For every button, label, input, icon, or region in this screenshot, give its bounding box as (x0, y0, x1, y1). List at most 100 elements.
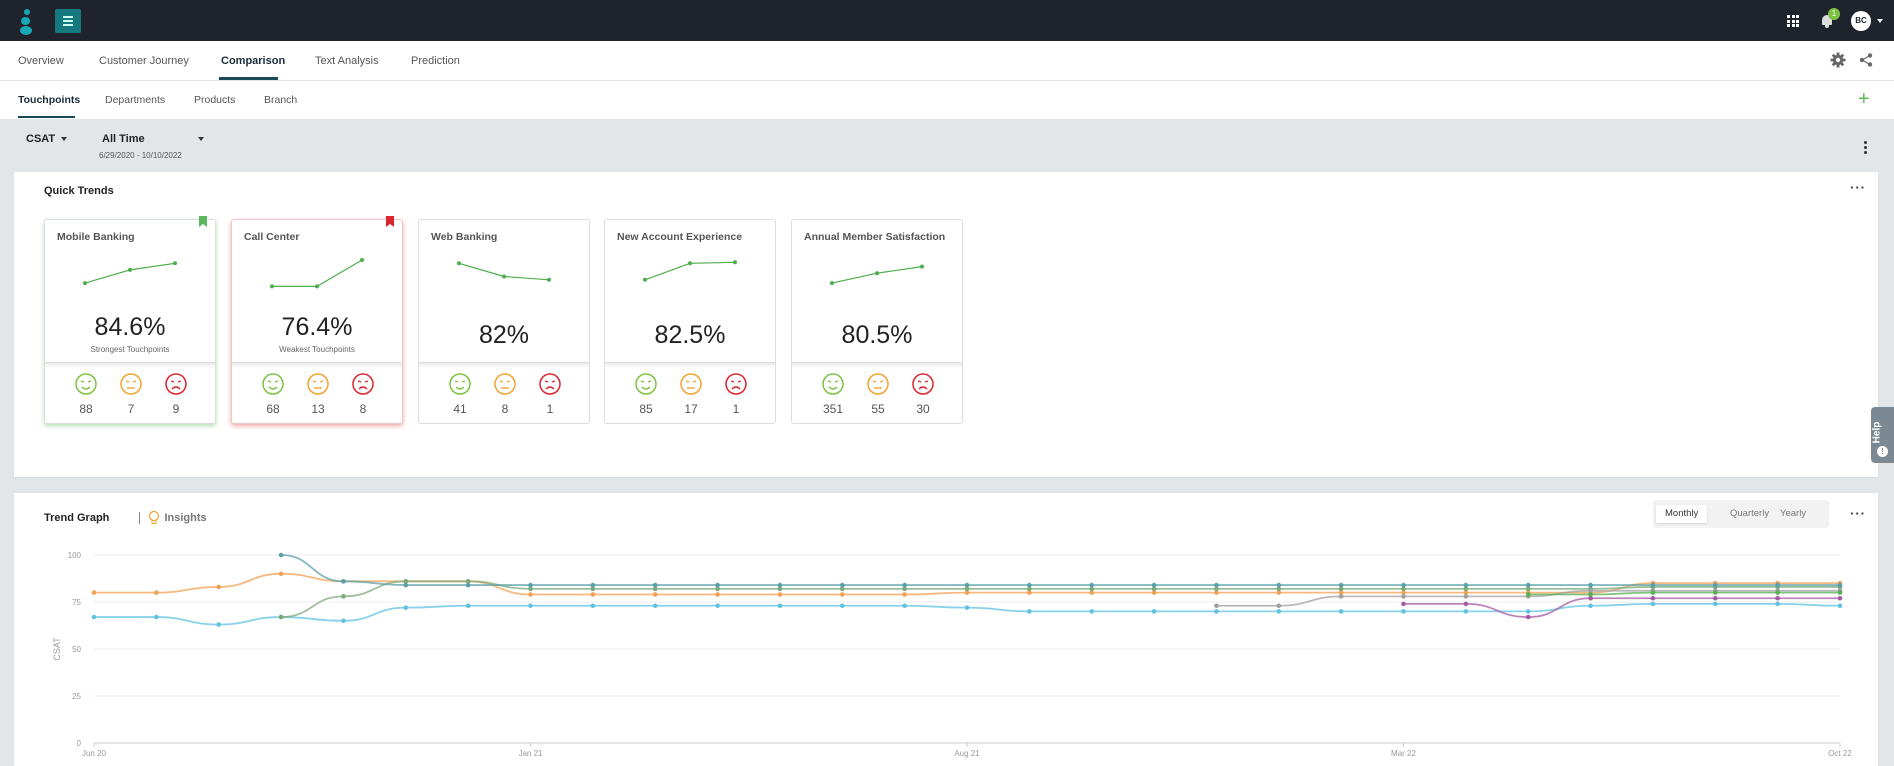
data-point[interactable] (465, 603, 471, 609)
data-point[interactable] (1027, 609, 1032, 614)
graph-menu-icon[interactable]: ··· (1850, 506, 1866, 521)
data-point[interactable] (715, 592, 720, 597)
data-point[interactable] (1837, 603, 1843, 609)
data-point[interactable] (1712, 590, 1718, 595)
data-point[interactable] (1525, 614, 1531, 620)
data-point[interactable] (652, 586, 658, 592)
data-point[interactable] (902, 586, 907, 592)
data-point[interactable] (528, 592, 533, 597)
data-point[interactable] (1401, 601, 1406, 607)
period-dropdown[interactable]: All Time (102, 133, 204, 145)
data-point[interactable] (652, 592, 658, 597)
tab-text-analysis[interactable]: Text Analysis (315, 55, 379, 67)
tab-overview[interactable]: Overview (18, 55, 64, 67)
data-point[interactable] (1276, 582, 1282, 588)
data-point[interactable] (528, 586, 533, 592)
data-point[interactable] (964, 590, 970, 595)
data-point[interactable] (1401, 590, 1406, 595)
tab-comparison[interactable]: Comparison (221, 55, 286, 67)
data-point[interactable] (964, 582, 970, 588)
tab-customer-journey[interactable]: Customer Journey (99, 55, 189, 67)
data-point[interactable] (1401, 609, 1406, 614)
data-point[interactable] (1775, 601, 1780, 607)
tab-products[interactable]: Products (194, 94, 236, 106)
data-point[interactable] (154, 590, 159, 595)
data-point[interactable] (1525, 609, 1531, 614)
data-point[interactable] (1089, 609, 1095, 614)
data-point[interactable] (1089, 590, 1095, 595)
series-line[interactable] (1528, 591, 1840, 596)
data-point[interactable] (1338, 590, 1344, 595)
data-point[interactable] (1276, 603, 1282, 609)
data-point[interactable] (1588, 595, 1593, 601)
add-icon[interactable]: + (1858, 88, 1870, 110)
panel-menu-icon[interactable]: ··· (1850, 180, 1866, 195)
data-point[interactable] (1650, 595, 1656, 601)
data-point[interactable] (1276, 590, 1282, 595)
data-point[interactable] (278, 614, 284, 620)
data-point[interactable] (652, 603, 658, 609)
data-point[interactable] (1712, 601, 1718, 607)
brand-logo-icon[interactable] (20, 9, 34, 35)
data-point[interactable] (1837, 582, 1843, 588)
data-point[interactable] (1650, 582, 1656, 588)
chevron-down-icon[interactable] (1877, 19, 1883, 23)
metric-dropdown[interactable]: CSAT (26, 133, 68, 145)
tab-prediction[interactable]: Prediction (411, 55, 460, 67)
data-point[interactable] (278, 552, 284, 558)
data-point[interactable] (1775, 590, 1780, 595)
data-point[interactable] (1401, 582, 1406, 588)
data-point[interactable] (1525, 586, 1531, 592)
data-point[interactable] (839, 582, 845, 588)
series-line[interactable] (1403, 597, 1841, 618)
data-point[interactable] (91, 614, 97, 620)
data-point[interactable] (590, 582, 596, 588)
toggle-quarterly[interactable]: Quarterly (1730, 508, 1770, 519)
tab-touchpoints[interactable]: Touchpoints (18, 94, 81, 106)
data-point[interactable] (1151, 582, 1157, 588)
data-point[interactable] (278, 571, 284, 577)
more-options-icon[interactable] (1864, 141, 1868, 156)
data-point[interactable] (1588, 582, 1593, 588)
data-point[interactable] (465, 582, 471, 588)
data-point[interactable] (1089, 586, 1095, 592)
data-point[interactable] (1650, 590, 1656, 595)
data-point[interactable] (1401, 586, 1406, 592)
data-point[interactable] (1525, 592, 1531, 597)
data-point[interactable] (1089, 582, 1095, 588)
toggle-yearly[interactable]: Yearly (1780, 508, 1807, 519)
data-point[interactable] (1151, 586, 1157, 592)
data-point[interactable] (1214, 603, 1219, 609)
bookmark-icon[interactable] (386, 216, 394, 227)
data-point[interactable] (1650, 601, 1656, 607)
data-point[interactable] (1463, 582, 1469, 588)
data-point[interactable] (715, 603, 720, 609)
hamburger-icon[interactable] (55, 9, 81, 33)
data-point[interactable] (154, 614, 159, 620)
data-point[interactable] (1027, 586, 1032, 592)
data-point[interactable] (1775, 595, 1780, 601)
data-point[interactable] (839, 592, 845, 597)
data-point[interactable] (902, 592, 907, 597)
avatar[interactable]: BC (1851, 11, 1871, 31)
data-point[interactable] (715, 582, 720, 588)
data-point[interactable] (902, 582, 907, 588)
bell-icon[interactable] (1820, 13, 1834, 29)
series-line[interactable] (281, 554, 1840, 586)
tab-branch[interactable]: Branch (264, 94, 298, 106)
data-point[interactable] (1276, 586, 1282, 592)
toggle-monthly[interactable]: Monthly (1656, 505, 1708, 523)
bookmark-icon[interactable] (199, 216, 207, 227)
grid-icon[interactable] (1787, 15, 1799, 27)
data-point[interactable] (1525, 582, 1531, 588)
data-point[interactable] (1338, 609, 1344, 614)
data-point[interactable] (216, 584, 222, 590)
tab-departments[interactable]: Departments (105, 94, 166, 106)
data-point[interactable] (1712, 595, 1718, 601)
data-point[interactable] (341, 579, 346, 584)
data-point[interactable] (1712, 582, 1718, 588)
data-point[interactable] (777, 582, 783, 588)
touchpoint-card[interactable]: Web Banking 82% 41 8 1 (418, 219, 590, 424)
data-point[interactable] (1837, 590, 1843, 595)
data-point[interactable] (403, 579, 409, 584)
